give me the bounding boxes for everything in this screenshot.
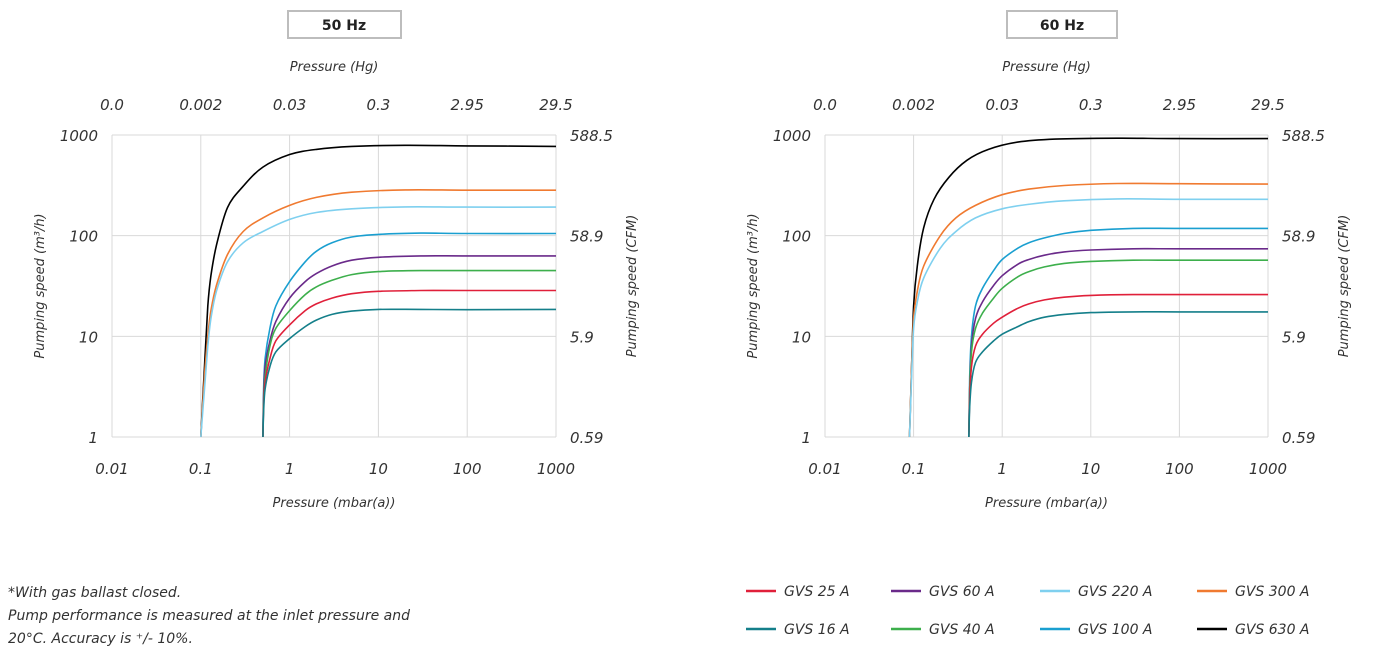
left-tick-label: 1000 <box>773 127 811 145</box>
left-tick-label: 1 <box>801 429 811 447</box>
legend-item: GVS 300 A <box>1197 584 1310 600</box>
bottom-tick-label: 0.1 <box>189 460 213 478</box>
legend-item: GVS 16 A <box>746 622 850 638</box>
legend-label: GVS 60 A <box>929 584 995 600</box>
top-tick-label: 29.5 <box>1251 96 1284 114</box>
legend-label: GVS 220 A <box>1078 584 1153 600</box>
right-tick-label: 5.9 <box>1282 328 1306 346</box>
left-tick-label: 10 <box>792 328 811 346</box>
legend-item: GVS 100 A <box>1040 622 1153 638</box>
bottom-axis-title: Pressure (mbar(a)) <box>273 496 396 511</box>
right-tick-label: 58.9 <box>570 228 603 246</box>
footnote-line-1: *With gas ballast closed. <box>8 585 182 601</box>
right-tick-label: 58.9 <box>1282 228 1315 246</box>
chart-panel-1: 50 Hz Pressure (Hg) Pressure (mbar(a)) Pump… <box>33 10 640 511</box>
top-tick-label: 2.95 <box>450 96 483 114</box>
legend-label: GVS 16 A <box>784 622 850 638</box>
chart-title: 60 Hz <box>1040 18 1084 34</box>
legend: GVS 25 A GVS 60 A GVS 220 A GVS 300 A GVS 16… <box>746 584 1310 638</box>
legend-label: GVS 25 A <box>784 584 850 600</box>
right-tick-label: 588.5 <box>1282 127 1325 145</box>
legend-item: GVS 40 A <box>891 622 995 638</box>
footnote-line-3: 20°C. Accuracy is ⁺/- 10%. <box>8 631 193 647</box>
top-axis-title: Pressure (Hg) <box>1002 60 1091 75</box>
bottom-tick-label: 100 <box>453 460 482 478</box>
top-tick-label: 0.3 <box>366 96 390 114</box>
legend-item: GVS 60 A <box>891 584 995 600</box>
left-axis-title: Pumping speed (m³/h) <box>33 213 48 358</box>
footnote: *With gas ballast closed. Pump performan… <box>8 582 568 651</box>
top-tick-label: 0.0 <box>100 96 124 114</box>
bottom-tick-label: 0.01 <box>95 460 128 478</box>
series-line-gvs-25-a <box>262 289 556 438</box>
legend-label: GVS 40 A <box>929 622 995 638</box>
top-tick-label: 29.5 <box>539 96 572 114</box>
series-line-gvs-300-a <box>908 182 1269 438</box>
frequency-box <box>1006 10 1118 39</box>
top-axis-title: Pressure (Hg) <box>290 60 379 75</box>
series-line-gvs-300-a <box>200 188 556 438</box>
left-tick-label: 10 <box>79 328 98 346</box>
legend-label: GVS 100 A <box>1078 622 1153 638</box>
top-tick-label: 0.03 <box>985 96 1018 114</box>
right-tick-label: 5.9 <box>570 328 594 346</box>
series-line-gvs-60-a <box>262 254 556 438</box>
right-axis-title: Pumping speed (CFM) <box>625 215 640 358</box>
right-tick-label: 0.59 <box>1282 429 1315 447</box>
series-line-gvs-16-a <box>262 308 557 438</box>
bottom-tick-label: 10 <box>369 460 388 478</box>
bottom-tick-label: 1000 <box>537 460 575 478</box>
top-tick-label: 0.002 <box>179 96 222 114</box>
left-tick-label: 100 <box>69 228 98 246</box>
bottom-tick-label: 0.1 <box>902 460 926 478</box>
left-tick-label: 1 <box>88 429 98 447</box>
bottom-tick-label: 1 <box>997 460 1007 478</box>
frequency-box <box>287 10 402 39</box>
series-line-gvs-16-a <box>968 311 1268 438</box>
bottom-tick-label: 10 <box>1081 460 1100 478</box>
top-tick-label: 0.002 <box>892 96 935 114</box>
legend-label: GVS 300 A <box>1235 584 1310 600</box>
top-tick-label: 0.03 <box>273 96 306 114</box>
footnote-line-2: Pump performance is measured at the inle… <box>8 608 411 624</box>
top-tick-label: 2.95 <box>1163 96 1196 114</box>
series-line-gvs-630-a <box>908 137 1269 438</box>
series-line-gvs-220-a <box>908 198 1268 438</box>
legend-item: GVS 220 A <box>1040 584 1153 600</box>
right-tick-label: 0.59 <box>570 429 603 447</box>
legend-label: GVS 630 A <box>1235 622 1310 638</box>
legend-item: GVS 25 A <box>746 584 850 600</box>
bottom-tick-label: 1 <box>285 460 295 478</box>
right-axis-title: Pumping speed (CFM) <box>1337 215 1352 358</box>
bottom-tick-label: 1000 <box>1249 460 1287 478</box>
series-line-gvs-220-a <box>200 206 557 438</box>
left-axis-title: Pumping speed (m³/h) <box>746 213 761 358</box>
series-line-gvs-100-a <box>968 227 1268 438</box>
chart-title: 50 Hz <box>322 18 366 34</box>
series-line-gvs-630-a <box>200 144 557 438</box>
series-line-gvs-100-a <box>262 232 557 438</box>
series-line-gvs-60-a <box>968 247 1268 438</box>
series-line-gvs-40-a <box>968 259 1268 438</box>
left-tick-label: 1000 <box>60 127 98 145</box>
legend-item: GVS 630 A <box>1197 622 1310 638</box>
bottom-tick-label: 0.01 <box>808 460 841 478</box>
bottom-axis-title: Pressure (mbar(a)) <box>985 496 1108 511</box>
bottom-tick-label: 100 <box>1165 460 1194 478</box>
series-line-gvs-25-a <box>968 293 1268 438</box>
top-tick-label: 0.3 <box>1079 96 1103 114</box>
top-tick-label: 0.0 <box>813 96 837 114</box>
chart-panel-2: 60 Hz Pressure (Hg) Pressure (mbar(a)) Pump… <box>746 10 1352 511</box>
left-tick-label: 100 <box>782 228 811 246</box>
series-line-gvs-40-a <box>262 269 556 438</box>
right-tick-label: 588.5 <box>570 127 613 145</box>
